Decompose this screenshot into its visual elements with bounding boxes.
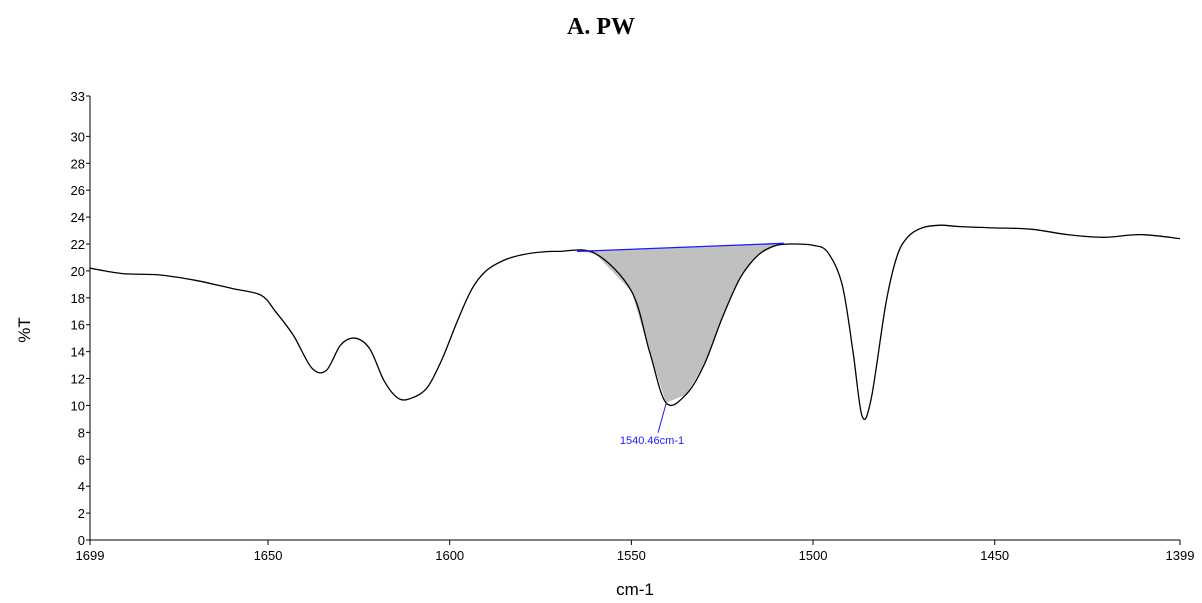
y-tick-label: 16 xyxy=(71,318,85,333)
peak-annotation-leader xyxy=(657,403,667,433)
spectrum-line xyxy=(89,224,1181,421)
y-tick-label: 12 xyxy=(71,372,85,387)
plot-frame xyxy=(90,96,1180,540)
y-tick-label: 20 xyxy=(71,264,85,279)
y-tick-label: 6 xyxy=(78,452,85,467)
x-tick-label: 1450 xyxy=(980,548,1009,563)
x-tick-label: 1399 xyxy=(1166,548,1195,563)
x-tick-label: 1550 xyxy=(617,548,646,563)
x-tick-label: 1500 xyxy=(799,548,828,563)
x-axis-title: cm-1 xyxy=(616,580,654,599)
x-tick-label: 1650 xyxy=(254,548,283,563)
x-tick-label: 1699 xyxy=(76,548,105,563)
y-tick-label: 8 xyxy=(78,425,85,440)
y-tick-label: 18 xyxy=(71,291,85,306)
y-axis-title: %T xyxy=(15,317,34,343)
y-tick-label: 2 xyxy=(78,506,85,521)
peak-baseline-line xyxy=(576,242,784,253)
peak-annotation-label: 1540.46cm-1 xyxy=(620,435,684,447)
x-axis: 1699 1650 1600 1550 1500 1450 1399 xyxy=(76,539,1195,563)
y-tick-label: 24 xyxy=(71,210,85,225)
peak-area-fill xyxy=(576,243,784,403)
y-tick-label: 28 xyxy=(71,156,85,171)
y-tick-label: 14 xyxy=(71,345,85,360)
y-tick-label: 10 xyxy=(71,398,85,413)
y-tick-label: 30 xyxy=(71,129,85,144)
y-tick-label: 26 xyxy=(71,183,85,198)
chart-title: A. PW xyxy=(567,14,635,40)
y-tick-label: 22 xyxy=(71,237,85,252)
x-tick-label: 1600 xyxy=(435,548,464,563)
y-tick-label: 4 xyxy=(78,479,85,494)
y-tick-label: 0 xyxy=(78,533,85,548)
y-tick-label: 33 xyxy=(71,89,85,104)
plot-area: 1540.46cm-1 xyxy=(89,96,1181,540)
